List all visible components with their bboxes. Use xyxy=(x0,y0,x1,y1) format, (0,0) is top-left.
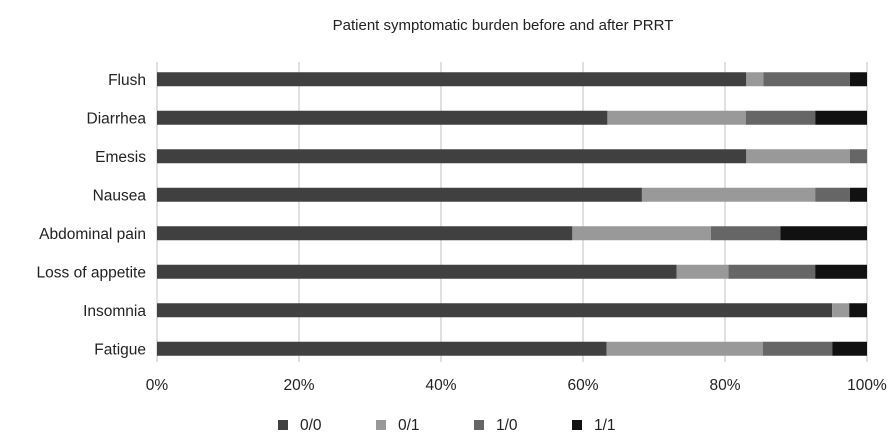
bar-segment-0-0 xyxy=(157,226,573,241)
bar-segment-1-0 xyxy=(728,264,816,279)
category-label: Nausea xyxy=(93,187,147,204)
chart-title: Patient symptomatic burden before and af… xyxy=(333,17,674,34)
bar-segment-0-1 xyxy=(746,72,764,87)
bar-segment-0-1 xyxy=(746,149,850,164)
bar-segment-0-0 xyxy=(157,264,677,279)
x-tick-label: 0% xyxy=(146,377,169,394)
legend-label: 1/1 xyxy=(594,417,616,434)
bar-segment-0-1 xyxy=(832,303,850,318)
bar-segment-0-1 xyxy=(606,341,763,356)
legend: 0/0 0/1 1/0 1/1 xyxy=(278,417,616,434)
bar-segment-1-1 xyxy=(815,264,867,279)
bar-segment-0-0 xyxy=(157,187,642,202)
category-label: Fatigue xyxy=(94,341,146,358)
legend-swatch xyxy=(474,420,484,430)
bar-segment-0-1 xyxy=(572,226,711,241)
bar-segment-1-0 xyxy=(763,72,850,87)
bar-segment-1-0 xyxy=(745,110,816,125)
legend-label: 0/1 xyxy=(398,417,420,434)
bar-segment-1-0 xyxy=(762,341,833,356)
legend-swatch xyxy=(572,420,582,430)
bar-segment-0-1 xyxy=(607,110,746,125)
bar-segment-1-0 xyxy=(849,149,867,164)
category-label: Diarrhea xyxy=(87,110,147,127)
category-label: Insomnia xyxy=(83,303,146,320)
bar-segment-0-0 xyxy=(157,303,833,318)
bar-segment-0-1 xyxy=(641,187,816,202)
legend-swatch xyxy=(376,420,386,430)
bar-segment-0-0 xyxy=(157,72,747,87)
bar-segment-0-1 xyxy=(676,264,729,279)
bar-segment-1-1 xyxy=(815,110,867,125)
x-tick-label: 100% xyxy=(847,377,887,394)
legend-swatch xyxy=(278,420,288,430)
bar-segment-1-0 xyxy=(815,187,850,202)
bar-segment-1-1 xyxy=(832,341,867,356)
x-axis-tick-labels: 0% 20% 40% 60% 80% 100% xyxy=(146,377,887,394)
category-label: Emesis xyxy=(95,149,146,166)
category-label: Loss of appetite xyxy=(37,264,146,281)
bar-segment-0-0 xyxy=(157,149,747,164)
bars xyxy=(157,72,867,356)
legend-label: 0/0 xyxy=(300,417,322,434)
bar-segment-1-1 xyxy=(849,303,867,318)
x-tick-label: 20% xyxy=(283,377,314,394)
x-tick-label: 40% xyxy=(425,377,456,394)
x-tick-label: 60% xyxy=(567,377,598,394)
bar-segment-1-1 xyxy=(849,72,867,87)
bar-segment-1-0 xyxy=(710,226,781,241)
category-label: Flush xyxy=(108,72,146,89)
bar-segment-0-0 xyxy=(157,341,607,356)
bar-segment-0-0 xyxy=(157,110,608,125)
category-label: Abdominal pain xyxy=(39,226,146,243)
bar-segment-1-1 xyxy=(780,226,867,241)
category-labels: Flush Diarrhea Emesis Nausea Abdominal pain L… xyxy=(37,72,147,359)
legend-label: 1/0 xyxy=(496,417,518,434)
bar-segment-1-1 xyxy=(849,187,867,202)
x-tick-label: 80% xyxy=(709,377,740,394)
